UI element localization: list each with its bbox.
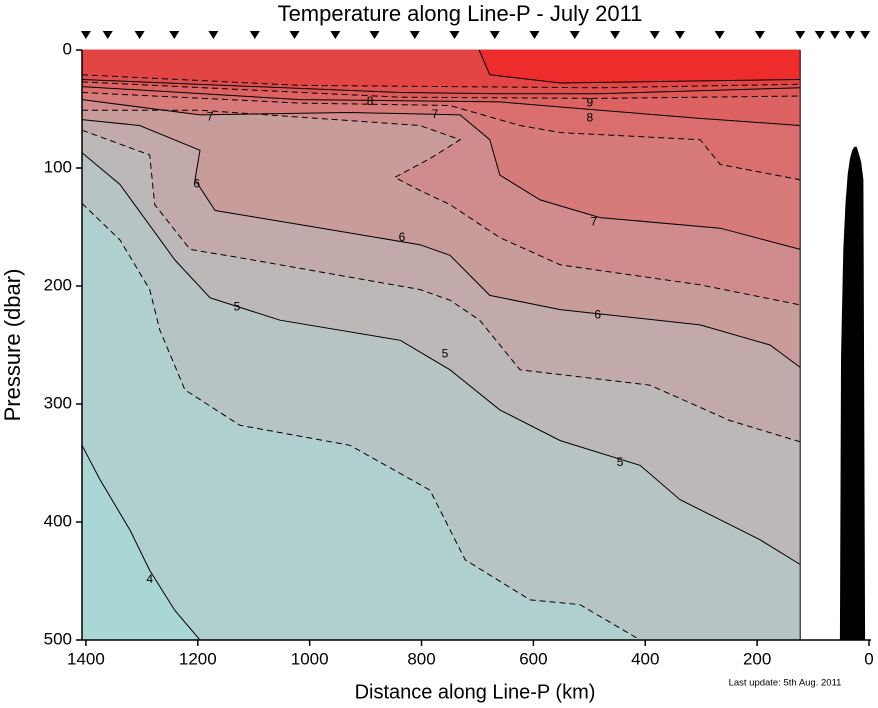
y-tick-label: 0: [63, 39, 72, 58]
x-tick-label: 1400: [67, 649, 105, 668]
station-marker: [330, 31, 341, 39]
contour-line: [82, 109, 801, 306]
contour-line: [81, 152, 801, 565]
contour-label: 6: [399, 230, 406, 244]
station-marker: [844, 31, 855, 39]
x-tick-label: 200: [743, 649, 771, 668]
station-marker: [610, 31, 621, 39]
update-note: Last update: 5th Aug. 2011: [729, 678, 842, 689]
chart-title: Temperature along Line-P - July 2011: [278, 1, 643, 26]
contour-label: 8: [367, 94, 374, 108]
y-axis-label: Pressure (dbar): [0, 269, 25, 422]
x-tick-label: 1200: [179, 649, 217, 668]
y-tick-label: 400: [44, 511, 72, 530]
x-tick-label: 400: [631, 649, 659, 668]
station-marker: [489, 31, 500, 39]
station-marker: [795, 31, 806, 39]
bathymetry: [839, 146, 866, 640]
station-marker: [814, 31, 825, 39]
station-marker: [134, 31, 145, 39]
station-marker: [409, 31, 420, 39]
y-tick-label: 100: [44, 157, 72, 176]
contour-label: 5: [234, 299, 241, 313]
station-marker: [569, 31, 580, 39]
contour-line: [81, 445, 201, 641]
station-marker: [529, 31, 540, 39]
x-tick-label: 800: [407, 649, 435, 668]
station-marker: [249, 31, 260, 39]
station-marker: [169, 31, 180, 39]
x-tick-label: 0: [864, 649, 873, 668]
contour-label: 7: [207, 109, 214, 123]
station-marker: [369, 31, 380, 39]
contour-label: 7: [432, 107, 439, 121]
station-marker: [102, 31, 113, 39]
y-tick-label: 200: [44, 275, 72, 294]
station-marker: [714, 31, 725, 39]
station-marker: [80, 31, 91, 39]
contour-line: [81, 79, 801, 95]
y-tick-label: 500: [44, 629, 72, 648]
station-marker: [674, 31, 685, 39]
contour-line: [81, 129, 801, 443]
contour-line: [81, 119, 801, 368]
contour-label: 5: [442, 347, 449, 361]
station-marker: [649, 31, 660, 39]
station-marker: [289, 31, 300, 39]
station-marker: [829, 31, 840, 39]
station-marker: [754, 31, 765, 39]
x-axis-label: Distance along Line-P (km): [355, 681, 596, 703]
temperature-band: [478, 49, 801, 84]
station-marker: [449, 31, 460, 39]
contour-label: 6: [193, 177, 200, 191]
contour-label: 6: [594, 308, 601, 322]
contour-label: 5: [617, 455, 624, 469]
contour-label: 8: [587, 111, 594, 125]
contour-label: 7: [590, 214, 597, 228]
x-tick-label: 600: [519, 649, 547, 668]
contour-line: [81, 99, 801, 250]
y-tick-label: 300: [44, 393, 72, 412]
contour-line: [81, 92, 801, 181]
contour-line: [478, 49, 801, 84]
x-tick-label: 1000: [291, 649, 329, 668]
station-marker: [208, 31, 219, 39]
contour-line: [81, 86, 801, 126]
contour-label: 9: [587, 95, 594, 109]
contour-label: 4: [146, 572, 153, 586]
station-marker: [860, 31, 871, 39]
contour-line: [81, 203, 641, 641]
